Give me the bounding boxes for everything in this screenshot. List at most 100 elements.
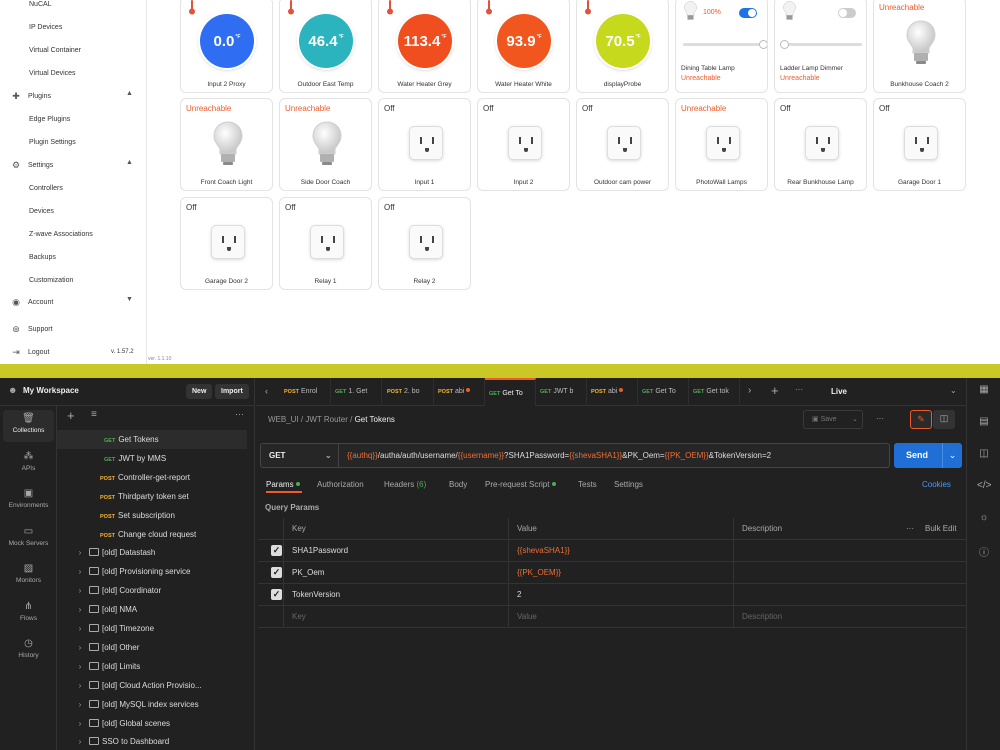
- chevron-right-icon[interactable]: ›: [78, 737, 82, 747]
- power-toggle[interactable]: [739, 8, 757, 18]
- power-toggle[interactable]: [838, 8, 856, 18]
- param-key[interactable]: SHA1Password: [283, 540, 508, 562]
- folder-item[interactable]: › SSO to Dashboard: [57, 732, 254, 750]
- cookies-link[interactable]: Cookies: [922, 480, 951, 489]
- request-item[interactable]: GET Get Tokens: [57, 430, 247, 449]
- sidebar-item[interactable]: Edge Plugins: [0, 109, 147, 129]
- request-item[interactable]: POST Set subscription: [57, 506, 254, 525]
- add-icon[interactable]: +: [67, 408, 75, 423]
- folder-item[interactable]: › [old] MySQL index services: [57, 695, 254, 714]
- sidebar-item[interactable]: Backups: [0, 247, 147, 267]
- send-button[interactable]: Send ⌄: [894, 443, 962, 468]
- device-tile[interactable]: 70.5 °F displayProbe: [576, 0, 669, 93]
- device-tile[interactable]: Off Outdoor cam power: [576, 98, 669, 191]
- new-tab-icon[interactable]: +: [771, 383, 779, 398]
- rail-environments[interactable]: ▣ Environments: [3, 485, 54, 517]
- device-tile[interactable]: Off Relay 1: [279, 197, 372, 290]
- tabs-right-icon[interactable]: ›: [748, 385, 752, 396]
- comments-icon[interactable]: ◫: [979, 448, 989, 459]
- environment-select[interactable]: Live: [831, 387, 848, 396]
- filter-icon[interactable]: ≡: [91, 409, 97, 420]
- param-value[interactable]: {{shevaSHA1}}: [508, 540, 733, 562]
- tab-body[interactable]: Body: [449, 480, 468, 489]
- request-tab[interactable]: GET Get To: [638, 378, 689, 406]
- request-item[interactable]: POST Change cloud request: [57, 525, 254, 544]
- chevron-right-icon[interactable]: ›: [78, 680, 82, 690]
- device-tile[interactable]: Off Input 2: [477, 98, 570, 191]
- request-tab[interactable]: GET 1. Get: [331, 378, 382, 406]
- tab-tests[interactable]: Tests: [578, 480, 597, 489]
- send-dropdown-icon[interactable]: ⌄: [942, 443, 962, 468]
- request-tab[interactable]: GET Get To: [485, 378, 536, 406]
- breadcrumb-folder[interactable]: JWT Router: [305, 415, 348, 424]
- rail-mock-servers[interactable]: ▭ Mock Servers: [3, 523, 54, 555]
- folder-item[interactable]: › [old] Datastash: [57, 543, 254, 562]
- tab-authorization[interactable]: Authorization: [317, 480, 364, 489]
- device-tile[interactable]: Ladder Lamp Dimmer Unreachable: [774, 0, 867, 93]
- request-more-icon[interactable]: ···: [876, 414, 884, 423]
- request-tab[interactable]: POST abi: [587, 378, 638, 406]
- chevron-right-icon[interactable]: ›: [78, 642, 82, 652]
- method-select[interactable]: GET ⌄: [261, 444, 339, 467]
- rail-flows[interactable]: ⋔ Flows: [3, 598, 54, 630]
- device-tile[interactable]: Unreachable PhotoWall Lamps: [675, 98, 768, 191]
- device-tile[interactable]: 46.4 °F Outdoor East Temp: [279, 0, 372, 93]
- request-tab[interactable]: POST abi: [434, 378, 485, 406]
- value-placeholder[interactable]: Value: [508, 606, 733, 628]
- sidebar-item[interactable]: NuCAL: [0, 0, 147, 14]
- save-button[interactable]: ▣ Save ⌄: [803, 410, 863, 429]
- tab-params[interactable]: Params: [266, 480, 300, 489]
- chevron-up-icon[interactable]: ▲: [126, 90, 133, 97]
- folder-item[interactable]: › [old] NMA: [57, 600, 254, 619]
- param-description[interactable]: [733, 562, 966, 584]
- sidebar-item[interactable]: Virtual Container: [0, 40, 147, 60]
- device-tile[interactable]: Unreachable Bunkhouse Coach 2: [873, 0, 966, 93]
- sidebar-item[interactable]: Customization: [0, 270, 147, 290]
- request-tab[interactable]: GET Get tok: [689, 378, 740, 406]
- device-tile[interactable]: 93.9 °F Water Heater White: [477, 0, 570, 93]
- sidebar-item[interactable]: Virtual Devices: [0, 63, 147, 83]
- rail-apis[interactable]: ⁂ APIs: [3, 448, 54, 480]
- sidebar-item[interactable]: ⚙ Settings ▲: [0, 155, 147, 175]
- device-tile[interactable]: 0.0 °F Input 2 Proxy: [180, 0, 273, 93]
- tabs-left-icon[interactable]: ‹: [265, 386, 268, 396]
- key-placeholder[interactable]: Key: [283, 606, 508, 628]
- new-button[interactable]: New: [186, 384, 213, 399]
- bulk-more-icon[interactable]: ···: [906, 524, 914, 533]
- workspace-title[interactable]: My Workspace: [23, 386, 79, 395]
- tab-prerequest[interactable]: Pre-request Script: [485, 480, 556, 489]
- rail-history[interactable]: ◷ History: [3, 635, 54, 667]
- chevron-right-icon[interactable]: ›: [78, 718, 82, 728]
- rail-monitors[interactable]: ▨ Monitors: [3, 560, 54, 592]
- folder-item[interactable]: › [old] Cloud Action Provisio...: [57, 676, 254, 695]
- device-tile[interactable]: Unreachable Front Coach Light: [180, 98, 273, 191]
- sidebar-item[interactable]: Plugin Settings: [0, 132, 147, 152]
- device-tile[interactable]: Unreachable Side Door Coach: [279, 98, 372, 191]
- checkbox[interactable]: ✓: [271, 589, 282, 600]
- folder-item[interactable]: › [old] Limits: [57, 657, 254, 676]
- rail-collections[interactable]: 🗑 Collections: [3, 410, 54, 442]
- sidebar-item[interactable]: IP Devices: [0, 17, 147, 37]
- more-icon[interactable]: ···: [235, 409, 244, 419]
- import-button[interactable]: Import: [215, 384, 249, 399]
- folder-item[interactable]: › [old] Other: [57, 638, 254, 657]
- device-tile[interactable]: Off Garage Door 1: [873, 98, 966, 191]
- chevron-right-icon[interactable]: ›: [78, 661, 82, 671]
- sidebar-item[interactable]: Devices: [0, 201, 147, 221]
- request-tab[interactable]: GET JWT b: [536, 378, 587, 406]
- sidebar-item[interactable]: ◉ Account ▼: [0, 292, 147, 312]
- url-input[interactable]: {{authq}}/autha/auth/username/{{username…: [347, 444, 771, 467]
- chevron-right-icon[interactable]: ›: [78, 586, 82, 596]
- environment-quicklook-icon[interactable]: ▦: [979, 384, 989, 395]
- chevron-right-icon[interactable]: ›: [78, 605, 82, 615]
- param-description[interactable]: [733, 584, 966, 606]
- environment-chevron-icon[interactable]: ⌄: [950, 386, 957, 395]
- sidebar-item[interactable]: Z-wave Associations: [0, 224, 147, 244]
- chevron-right-icon[interactable]: ›: [78, 548, 82, 558]
- bulk-edit-link[interactable]: Bulk Edit: [925, 524, 957, 533]
- request-tab[interactable]: POST 2. bo: [383, 378, 434, 406]
- param-value[interactable]: 2: [508, 584, 733, 606]
- device-tile[interactable]: Off Garage Door 2: [180, 197, 273, 290]
- request-tab[interactable]: POST Enrol: [280, 378, 331, 406]
- param-value[interactable]: {{PK_OEM}}: [508, 562, 733, 584]
